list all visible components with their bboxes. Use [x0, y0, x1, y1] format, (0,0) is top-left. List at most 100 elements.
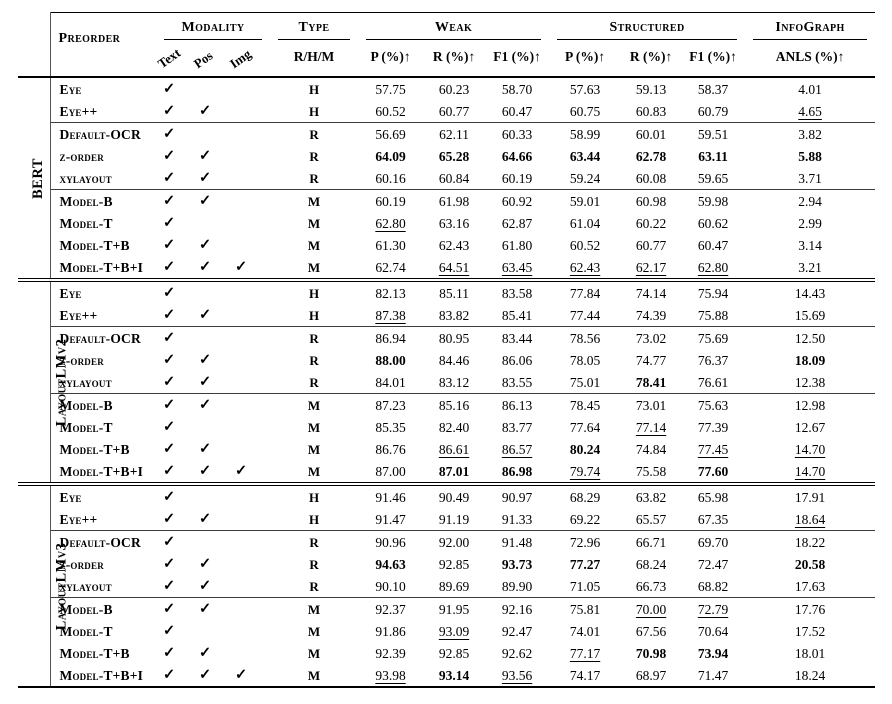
checkmark-icon-text: ✓ [156, 482, 192, 508]
modality-cell-img [228, 438, 270, 460]
table-row: xylayout ✓ ✓ R 60.16 60.84 60.19 59.24 60.08 59.6… [18, 167, 875, 190]
structured-r-cell: 62.78 [635, 148, 667, 164]
type-header-label: Type [278, 13, 351, 40]
structured-r-cell: 60.77 [635, 237, 667, 253]
weak-p-cell: 86.94 [358, 326, 424, 349]
structured-p-cell: 60.52 [569, 237, 601, 253]
weak-f1-cell: 85.41 [501, 307, 533, 323]
weak-f1-cell: 90.97 [485, 482, 550, 508]
weak-p-cell: 64.09 [375, 148, 406, 164]
img-column-label: Img [226, 46, 254, 72]
structured-p-column-header: P (%)↑ [549, 40, 622, 78]
structured-p-cell: 79.74 [569, 463, 601, 479]
weak-p-cell: 92.39 [375, 645, 406, 661]
preorder-label: Default-OCR [50, 122, 156, 145]
table-row: Model-T+B ✓ ✓ M 61.30 62.43 61.80 60.52 60.77 60.… [18, 234, 875, 256]
modality-cell-img [228, 482, 271, 508]
modality-cell-img [228, 212, 270, 234]
modality-cell-pos [192, 620, 228, 642]
type-cell: H [308, 511, 320, 527]
weak-r-cell: 91.19 [438, 511, 470, 527]
structured-f1-cell: 59.98 [681, 189, 746, 212]
structured-p-cell: 59.24 [569, 170, 601, 186]
structured-f1-cell: 73.94 [697, 645, 729, 661]
structured-r-cell: 68.97 [635, 667, 667, 683]
modality-cell-img [228, 122, 271, 145]
checkmark-icon-pos: ✓ [199, 169, 212, 186]
checkmark-icon-text: ✓ [163, 373, 176, 390]
anls-cell: 12.67 [794, 419, 826, 435]
checkmark-icon-text: ✓ [163, 102, 176, 119]
checkmark-icon-text: ✓ [163, 258, 176, 275]
preorder-label: Model-T+B [59, 645, 130, 661]
checkmark-icon-text: ✓ [156, 189, 192, 212]
structured-p-cell: 77.27 [569, 556, 601, 572]
structured-f1-cell: 59.51 [681, 122, 746, 145]
text-column-label: Text [154, 45, 184, 72]
modality-cell-pos [192, 416, 228, 438]
weak-r-cell: 91.95 [423, 597, 486, 620]
type-cell: M [270, 393, 359, 416]
preorder-label: z-order [59, 556, 104, 572]
type-cell: H [308, 103, 320, 119]
structured-p-cell: 78.05 [569, 352, 601, 368]
type-cell: R [309, 374, 319, 390]
preorder-label: xylayout [59, 170, 112, 186]
structured-r-cell: 60.83 [635, 103, 667, 119]
preorder-label: z-order [59, 148, 104, 164]
weak-r-cell: 92.85 [438, 645, 470, 661]
preorder-label: Model-T [59, 215, 113, 231]
structured-f1-cell: 76.61 [697, 374, 729, 390]
structured-r-cell: 74.39 [635, 307, 667, 323]
type-cell: R [309, 556, 319, 572]
preorder-label: Eye [50, 482, 156, 508]
checkmark-icon-img: ✓ [235, 462, 248, 479]
table-row: Model-B ✓ ✓ M 87.23 85.16 86.13 78.45 73.01 75.63… [18, 393, 876, 416]
weak-f1-cell: 60.47 [501, 103, 533, 119]
weak-p-cell: 60.16 [375, 170, 406, 186]
table-row: LayoutLMv3 Eye ✓ H 91.46 90.49 90.97 68.29 63.82… [18, 482, 876, 687]
weak-f1-cell: 83.44 [485, 326, 550, 349]
weak-f1-cell: 64.66 [501, 148, 533, 164]
checkmark-icon-text: ✓ [163, 644, 176, 661]
preorder-header-label: Preorder [58, 30, 121, 46]
structured-f1-cell: 68.82 [697, 578, 729, 594]
table-row: Default-OCR ✓ R 90.96 92.00 91.48 72.96 66.71 69… [18, 530, 876, 553]
anls-cell: 18.01 [794, 645, 826, 661]
weak-p-cell: 61.30 [375, 237, 406, 253]
anls-cell: 2.94 [745, 189, 876, 212]
weak-f1-cell: 83.55 [501, 374, 533, 390]
preorder-label: Model-T [59, 623, 113, 639]
preorder-label: Eye++ [59, 103, 98, 119]
preorder-label: Model-B [50, 393, 156, 416]
structured-r-cell: 73.02 [621, 326, 682, 349]
modality-cell-pos [192, 77, 228, 100]
preorder-label: z-order [59, 352, 104, 368]
weak-f1-cell: 61.80 [501, 237, 533, 253]
structured-f1-cell: 59.65 [697, 170, 729, 186]
structured-r-cell: 70.98 [635, 645, 667, 661]
preorder-label: Eye++ [59, 511, 98, 527]
weak-r-cell: 60.77 [438, 103, 470, 119]
weak-r-cell: 80.95 [423, 326, 486, 349]
weak-f1-cell: 93.56 [501, 667, 533, 683]
weak-f1-cell: 89.90 [501, 578, 533, 594]
weak-p-cell: 93.98 [375, 667, 406, 683]
weak-f1-cell: 62.87 [501, 215, 533, 231]
weak-p-cell: 56.69 [358, 122, 424, 145]
structured-r-cell: 60.01 [621, 122, 682, 145]
anls-cell: 15.69 [794, 307, 826, 323]
type-cell: R [270, 122, 359, 145]
type-cell: M [307, 441, 321, 457]
results-table-container: Preorder Modality Type Weak Structured I… [18, 12, 876, 688]
anls-cell: 12.98 [745, 393, 876, 416]
structured-p-cell: 72.96 [549, 530, 622, 553]
structured-p-cell: 78.45 [549, 393, 622, 416]
weak-f1-cell: 83.58 [485, 278, 550, 304]
weak-p-cell: 90.10 [375, 578, 406, 594]
weak-r-cell: 64.51 [438, 259, 470, 275]
type-cell: M [270, 189, 359, 212]
weak-r-cell: 92.00 [423, 530, 486, 553]
structured-r-cell: 74.14 [621, 278, 682, 304]
structured-r-cell: 65.57 [635, 511, 667, 527]
